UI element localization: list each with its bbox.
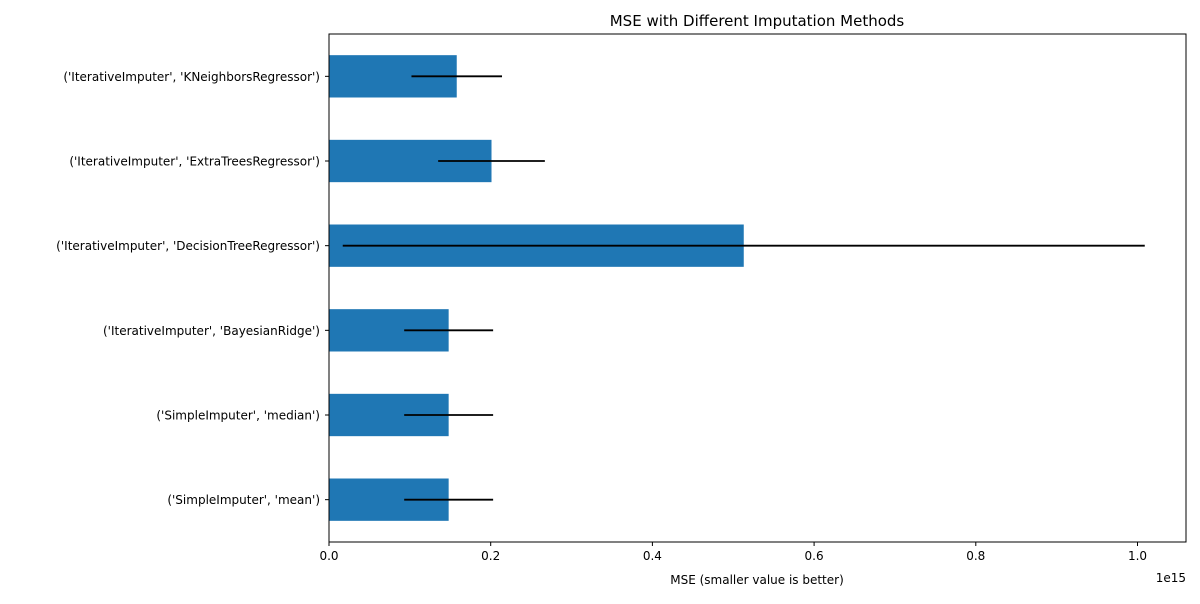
error-bars-group bbox=[342, 75, 1145, 501]
y-tick-label: ('IterativeImputer', 'DecisionTreeRegres… bbox=[56, 239, 320, 253]
y-tick-label: ('IterativeImputer', 'KNeighborsRegresso… bbox=[63, 70, 320, 84]
plot-frame bbox=[328, 33, 1187, 543]
y-tick-label: ('IterativeImputer', 'BayesianRidge') bbox=[103, 324, 320, 338]
x-tick-label: 0.2 bbox=[481, 549, 500, 563]
y-tick-label: ('SimpleImputer', 'mean') bbox=[167, 493, 320, 507]
x-tick-label: 0.6 bbox=[805, 549, 824, 563]
x-tick-label: 0.0 bbox=[319, 549, 338, 563]
x-tick-label: 1.0 bbox=[1128, 549, 1147, 563]
x-tick-label: 0.8 bbox=[966, 549, 985, 563]
bars-group bbox=[329, 55, 744, 521]
chart-title: MSE with Different Imputation Methods bbox=[610, 12, 905, 30]
x-axis-offset-label: 1e15 bbox=[1156, 571, 1186, 585]
x-axis-label: MSE (smaller value is better) bbox=[670, 573, 844, 587]
y-tick-label: ('IterativeImputer', 'ExtraTreesRegresso… bbox=[69, 155, 320, 169]
y-tick-label: ('SimpleImputer', 'median') bbox=[156, 409, 320, 423]
x-tick-label: 0.4 bbox=[643, 549, 662, 563]
